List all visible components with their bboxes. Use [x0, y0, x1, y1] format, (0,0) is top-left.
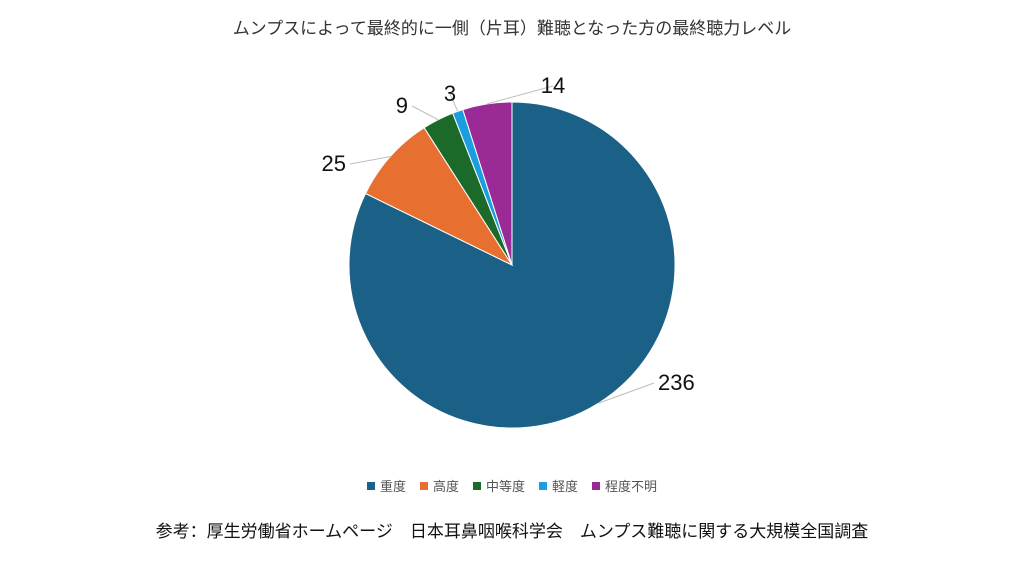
leader-line-3 [411, 105, 439, 121]
pie-slice-5 [462, 101, 513, 266]
leader-line-1 [598, 382, 655, 404]
legend-label: 中等度 [485, 480, 525, 495]
legend-swatch [419, 481, 428, 490]
legend-item-3: 中等度 [472, 476, 525, 495]
legend-label: 程度不明 [605, 480, 658, 495]
legend-swatch [472, 481, 481, 490]
legend-swatch [539, 481, 547, 490]
legend-item-2: 高度 [419, 476, 459, 495]
data-label-5: 14 [541, 73, 565, 98]
leader-line-2 [349, 156, 391, 165]
data-label-4: 3 [444, 81, 456, 106]
source-note: 参考：厚生労働省ホームページ 日本耳鼻咽喉科学会 ムンプス難聴に関する大規模全国… [155, 522, 869, 542]
legend-item-5: 程度不明 [592, 476, 657, 495]
legend-label: 高度 [432, 480, 459, 495]
legend-swatch [366, 481, 375, 490]
legend-item-1: 重度 [366, 476, 406, 495]
leader-lines [349, 85, 655, 404]
pie-slices [348, 101, 676, 429]
legend-label: 重度 [379, 480, 406, 495]
pie-slice-2 [364, 127, 514, 267]
chart-legend: 重度 高度 中等度 軽度 程度不明 [0, 476, 1024, 495]
data-label-2: 25 [322, 151, 346, 176]
legend-item-4: 軽度 [539, 476, 578, 495]
leader-line-5 [486, 85, 554, 105]
chart-title: ムンプスによって最終的に一側（片耳）難聴となった方の最終聴力レベル [232, 19, 792, 39]
pie-slice-1 [348, 101, 676, 429]
legend-label: 軽度 [552, 480, 579, 495]
data-labels: 236 25 9 3 14 [322, 73, 695, 395]
data-label-3: 9 [396, 93, 408, 118]
leader-line-4 [449, 93, 459, 112]
data-label-1: 236 [658, 370, 695, 395]
legend-swatch [592, 481, 601, 490]
